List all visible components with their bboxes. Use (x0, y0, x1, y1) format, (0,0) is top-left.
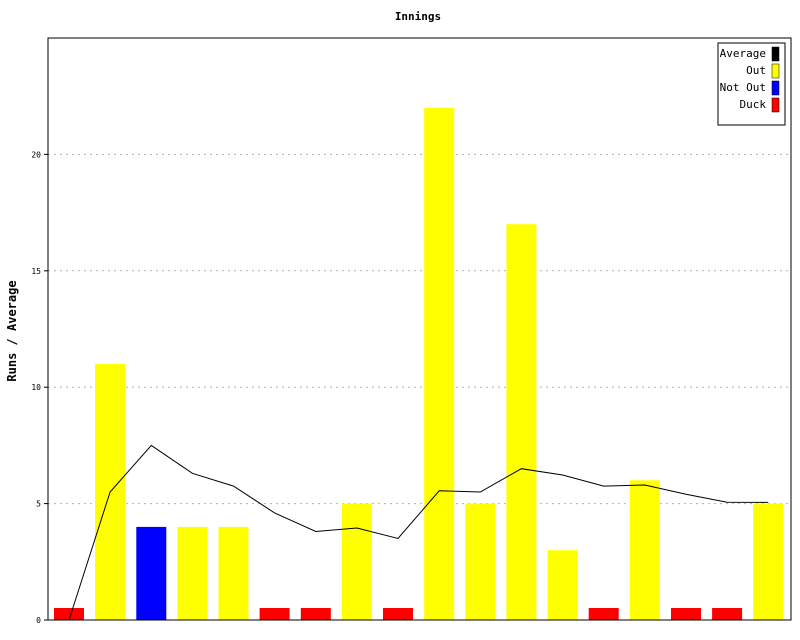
y-axis-ticks: 0 5 10 15 20 (31, 150, 48, 625)
legend-label: Duck (740, 98, 767, 111)
average-series-line (68, 444, 769, 621)
y-tick-label: 15 (31, 267, 41, 276)
legend-label: Not Out (720, 81, 766, 94)
legend-swatch (771, 46, 780, 62)
bar (629, 480, 660, 620)
y-tick-label: 5 (36, 500, 41, 509)
bar (136, 526, 167, 620)
bar (671, 608, 701, 620)
bar (341, 503, 372, 620)
legend: Average Out Not Out Duck (717, 42, 786, 126)
bar (712, 608, 743, 620)
legend-label: Average (720, 47, 766, 60)
legend-swatch (771, 97, 780, 113)
y-tick-label: 20 (31, 150, 41, 159)
bar (300, 608, 331, 620)
legend-label: Out (746, 64, 766, 77)
bar (259, 608, 290, 620)
bar (506, 224, 537, 620)
bar (424, 107, 455, 621)
chart-title: Innings (395, 10, 441, 23)
bar (177, 526, 208, 620)
bar (465, 503, 496, 620)
y-tick-label: 10 (31, 383, 41, 392)
bar (588, 608, 619, 620)
bars (54, 107, 784, 621)
y-axis-label: Runs / Average (5, 280, 19, 381)
plot-frame (47, 37, 792, 621)
y-tick-label: 0 (36, 616, 41, 625)
bar (547, 550, 578, 620)
bar (753, 503, 784, 620)
average-line (68, 444, 769, 621)
legend-swatch (771, 63, 780, 79)
bar (54, 608, 84, 620)
bar (218, 526, 249, 620)
grid-lines (48, 153, 791, 505)
bar (383, 608, 413, 620)
legend-swatch (771, 80, 780, 96)
